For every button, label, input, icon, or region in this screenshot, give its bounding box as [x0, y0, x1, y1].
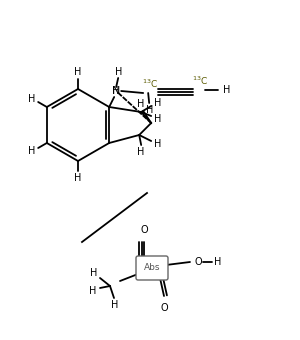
Text: H: H — [74, 173, 82, 183]
Text: O: O — [140, 225, 148, 235]
Text: O: O — [194, 257, 202, 267]
Text: H: H — [111, 300, 119, 310]
Text: H: H — [74, 67, 82, 77]
Text: H: H — [112, 86, 120, 96]
Text: H: H — [154, 139, 162, 149]
Text: H: H — [137, 99, 145, 109]
Text: Abs: Abs — [144, 264, 160, 272]
Text: H: H — [116, 67, 123, 77]
Text: H: H — [214, 257, 222, 267]
Text: $^{13}$C: $^{13}$C — [192, 75, 208, 87]
Text: H: H — [224, 85, 231, 95]
Text: H: H — [89, 286, 97, 296]
Text: $^{13}$C: $^{13}$C — [142, 78, 158, 90]
Text: H: H — [137, 147, 145, 157]
Text: H: H — [28, 147, 36, 156]
Text: O: O — [160, 303, 168, 313]
Text: H: H — [90, 268, 98, 278]
Text: H: H — [154, 114, 162, 124]
Text: N: N — [112, 86, 120, 96]
Text: H: H — [154, 98, 162, 108]
Text: H: H — [146, 105, 154, 115]
FancyBboxPatch shape — [136, 256, 168, 280]
Text: H: H — [28, 94, 36, 103]
